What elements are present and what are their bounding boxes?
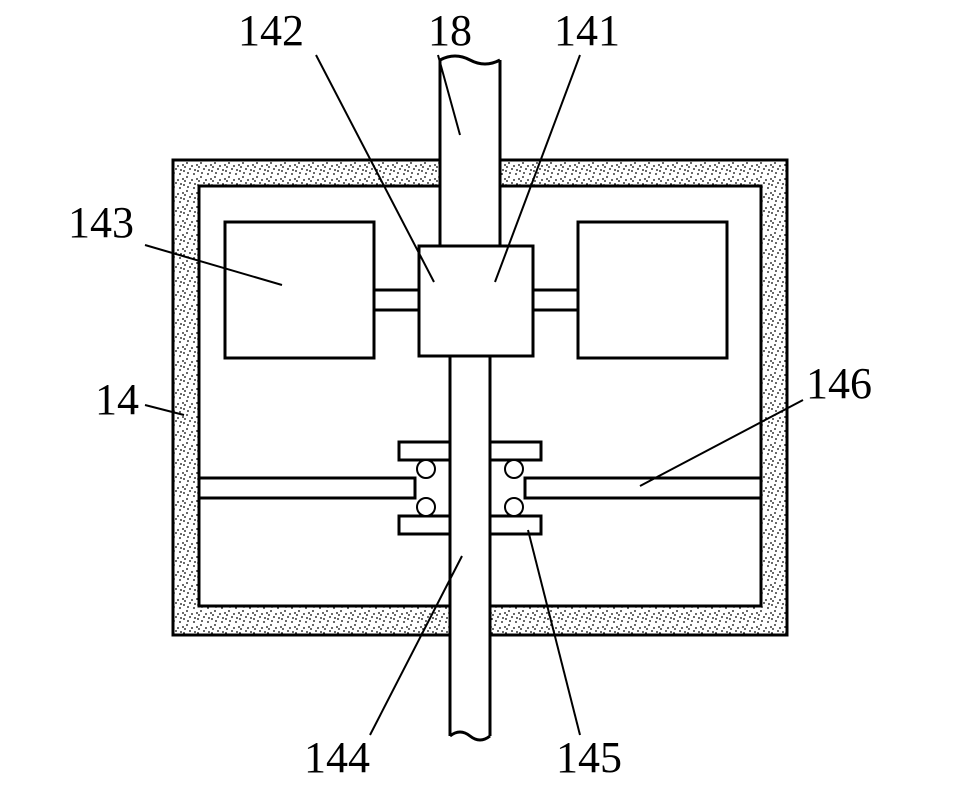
label-141: 141 [554,5,620,56]
label-146: 146 [806,358,872,409]
diagram-stage: 142 18 141 143 14 146 144 145 [0,0,963,788]
label-14: 14 [95,374,139,425]
label-142: 142 [238,5,304,56]
label-145: 145 [556,732,622,783]
label-18: 18 [428,5,472,56]
label-143: 143 [68,197,134,248]
label-144: 144 [304,732,370,783]
